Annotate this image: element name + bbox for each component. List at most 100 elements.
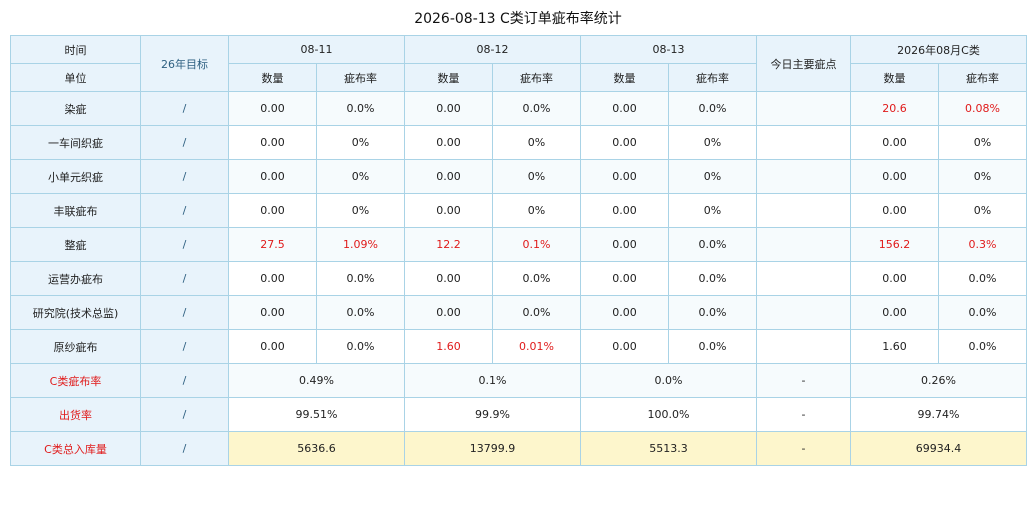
quantity-cell: 0.00 (580, 159, 669, 194)
rate-cell: 0% (668, 193, 757, 228)
target-value: / (140, 397, 229, 432)
quantity-cell: 0.00 (580, 193, 669, 228)
rate-cell: 0.0% (316, 329, 405, 364)
month-rate-cell: 0.3% (937, 227, 1028, 262)
rate-cell: 0% (492, 125, 581, 160)
summary-row: 出货率/99.51% 99.9% 100.0% -99.74% (10, 397, 1028, 432)
table-row: 研究院(技术总监)/0.00 0.0% 0.00 0.0% 0.00 0.0% 0.00 0.… (10, 295, 1028, 330)
table-row: 丰联疵布/0.00 0% 0.00 0% 0.00 0% 0.00 0% (10, 193, 1028, 228)
rate-cell: 0% (492, 193, 581, 228)
rate-cell: 1.09% (316, 227, 405, 262)
table-row: 一车间织疵/0.00 0% 0.00 0% 0.00 0% 0.00 0% (10, 125, 1028, 160)
summary-value: 99.9% (404, 397, 581, 432)
quantity-cell: 0.00 (404, 125, 493, 160)
month-rate-cell: 0.08% (937, 91, 1028, 126)
rate-cell: 0.0% (492, 295, 581, 330)
target-value: / (140, 329, 229, 364)
summary-value: 0.1% (404, 363, 581, 398)
rate-cell: 0% (492, 159, 581, 194)
table-row: 整疵/27.5 1.09% 12.2 0.1% 0.00 0.0% 156.2 0.3% (10, 227, 1028, 262)
main-defect-cell: - (756, 397, 851, 432)
month-rate-cell: 0% (937, 159, 1028, 194)
row-label: 丰联疵布 (10, 193, 141, 228)
time-header: 时间 (10, 35, 141, 64)
header-row-time: 时间 26年目标 08-11 08-12 08-13 今日主要疵点 2026年0… (10, 35, 1028, 92)
main-defect-header: 今日主要疵点 (756, 35, 851, 92)
target-value: / (140, 159, 229, 194)
month-rate-cell: 0.0% (937, 329, 1028, 364)
quantity-cell: 0.00 (228, 261, 317, 296)
summary-label: 出货率 (10, 397, 141, 432)
quantity-cell: 0.00 (404, 91, 493, 126)
quantity-cell: 0.00 (228, 329, 317, 364)
target-value: / (140, 227, 229, 262)
table-row: 运营办疵布/0.00 0.0% 0.00 0.0% 0.00 0.0% 0.00 0.0% (10, 261, 1028, 296)
rate-cell: 0% (316, 125, 405, 160)
unit-header: 单位 (10, 63, 141, 92)
quantity-cell: 0.00 (404, 261, 493, 296)
summary-value: 5636.6 (228, 431, 405, 466)
main-defect-cell (756, 159, 851, 194)
month-quantity-cell: 0.00 (850, 193, 939, 228)
rate-cell: 0.0% (668, 261, 757, 296)
rate-cell: 0.0% (668, 295, 757, 330)
date-header-2: 08-12 (404, 35, 581, 64)
summary-value: 5513.3 (580, 431, 757, 466)
month-quantity-cell: 156.2 (850, 227, 939, 262)
row-label: 运营办疵布 (10, 261, 141, 296)
rate-cell: 0% (668, 125, 757, 160)
rate-cell: 0% (668, 159, 757, 194)
rate-cell: 0.0% (316, 261, 405, 296)
rate-cell: 0% (316, 159, 405, 194)
rate-header: 疵布率 (668, 63, 757, 92)
main-defect-cell (756, 261, 851, 296)
summary-row: C类疵布率/0.49% 0.1% 0.0% -0.26% (10, 363, 1028, 398)
quantity-cell: 12.2 (404, 227, 493, 262)
main-defect-cell (756, 295, 851, 330)
month-quantity-cell: 1.60 (850, 329, 939, 364)
rate-cell: 0.0% (316, 295, 405, 330)
summary-value: 99.51% (228, 397, 405, 432)
rate-header: 疵布率 (316, 63, 405, 92)
month-summary-value: 0.26% (849, 363, 1028, 398)
target-value: / (140, 261, 229, 296)
qty-header: 数量 (404, 63, 493, 92)
quantity-cell: 0.00 (580, 295, 669, 330)
quantity-cell: 0.00 (228, 125, 317, 160)
row-label: 原纱疵布 (10, 329, 141, 364)
table-row: 染疵/0.00 0.0% 0.00 0.0% 0.00 0.0% 20.6 0.08% (10, 91, 1028, 126)
month-summary-value: 69934.4 (849, 431, 1028, 466)
target-value: / (140, 363, 229, 398)
rate-cell: 0% (316, 193, 405, 228)
summary-label: C类疵布率 (10, 363, 141, 398)
rate-cell: 0.0% (492, 91, 581, 126)
target-value: / (140, 91, 229, 126)
header-row-unit: 单位 数量 疵布率 数量 疵布率 数量 疵布率 数量 疵布率 (10, 63, 1028, 92)
rate-header: 疵布率 (492, 63, 581, 92)
date-header-3: 08-13 (580, 35, 757, 64)
rate-cell: 0.01% (492, 329, 581, 364)
rate-cell: 0.0% (316, 91, 405, 126)
month-rate-cell: 0% (937, 193, 1028, 228)
quantity-cell: 27.5 (228, 227, 317, 262)
date-header-1: 08-11 (228, 35, 405, 64)
rate-cell: 0.0% (668, 227, 757, 262)
row-label: 研究院(技术总监) (10, 295, 141, 330)
quantity-cell: 0.00 (404, 295, 493, 330)
quantity-cell: 0.00 (228, 159, 317, 194)
main-defect-cell (756, 91, 851, 126)
target-value: / (140, 431, 229, 466)
target-value: / (140, 295, 229, 330)
qty-header: 数量 (850, 63, 939, 92)
rate-header: 疵布率 (937, 63, 1028, 92)
rate-cell: 0.0% (668, 329, 757, 364)
qty-header: 数量 (228, 63, 317, 92)
summary-label: C类总入库量 (10, 431, 141, 466)
month-quantity-cell: 0.00 (850, 125, 939, 160)
rate-cell: 0.0% (668, 91, 757, 126)
quantity-cell: 0.00 (580, 125, 669, 160)
defect-rate-table: 时间 26年目标 08-11 08-12 08-13 今日主要疵点 2026年0… (10, 35, 1028, 466)
month-quantity-cell: 0.00 (850, 295, 939, 330)
month-quantity-cell: 20.6 (850, 91, 939, 126)
quantity-cell: 0.00 (404, 193, 493, 228)
